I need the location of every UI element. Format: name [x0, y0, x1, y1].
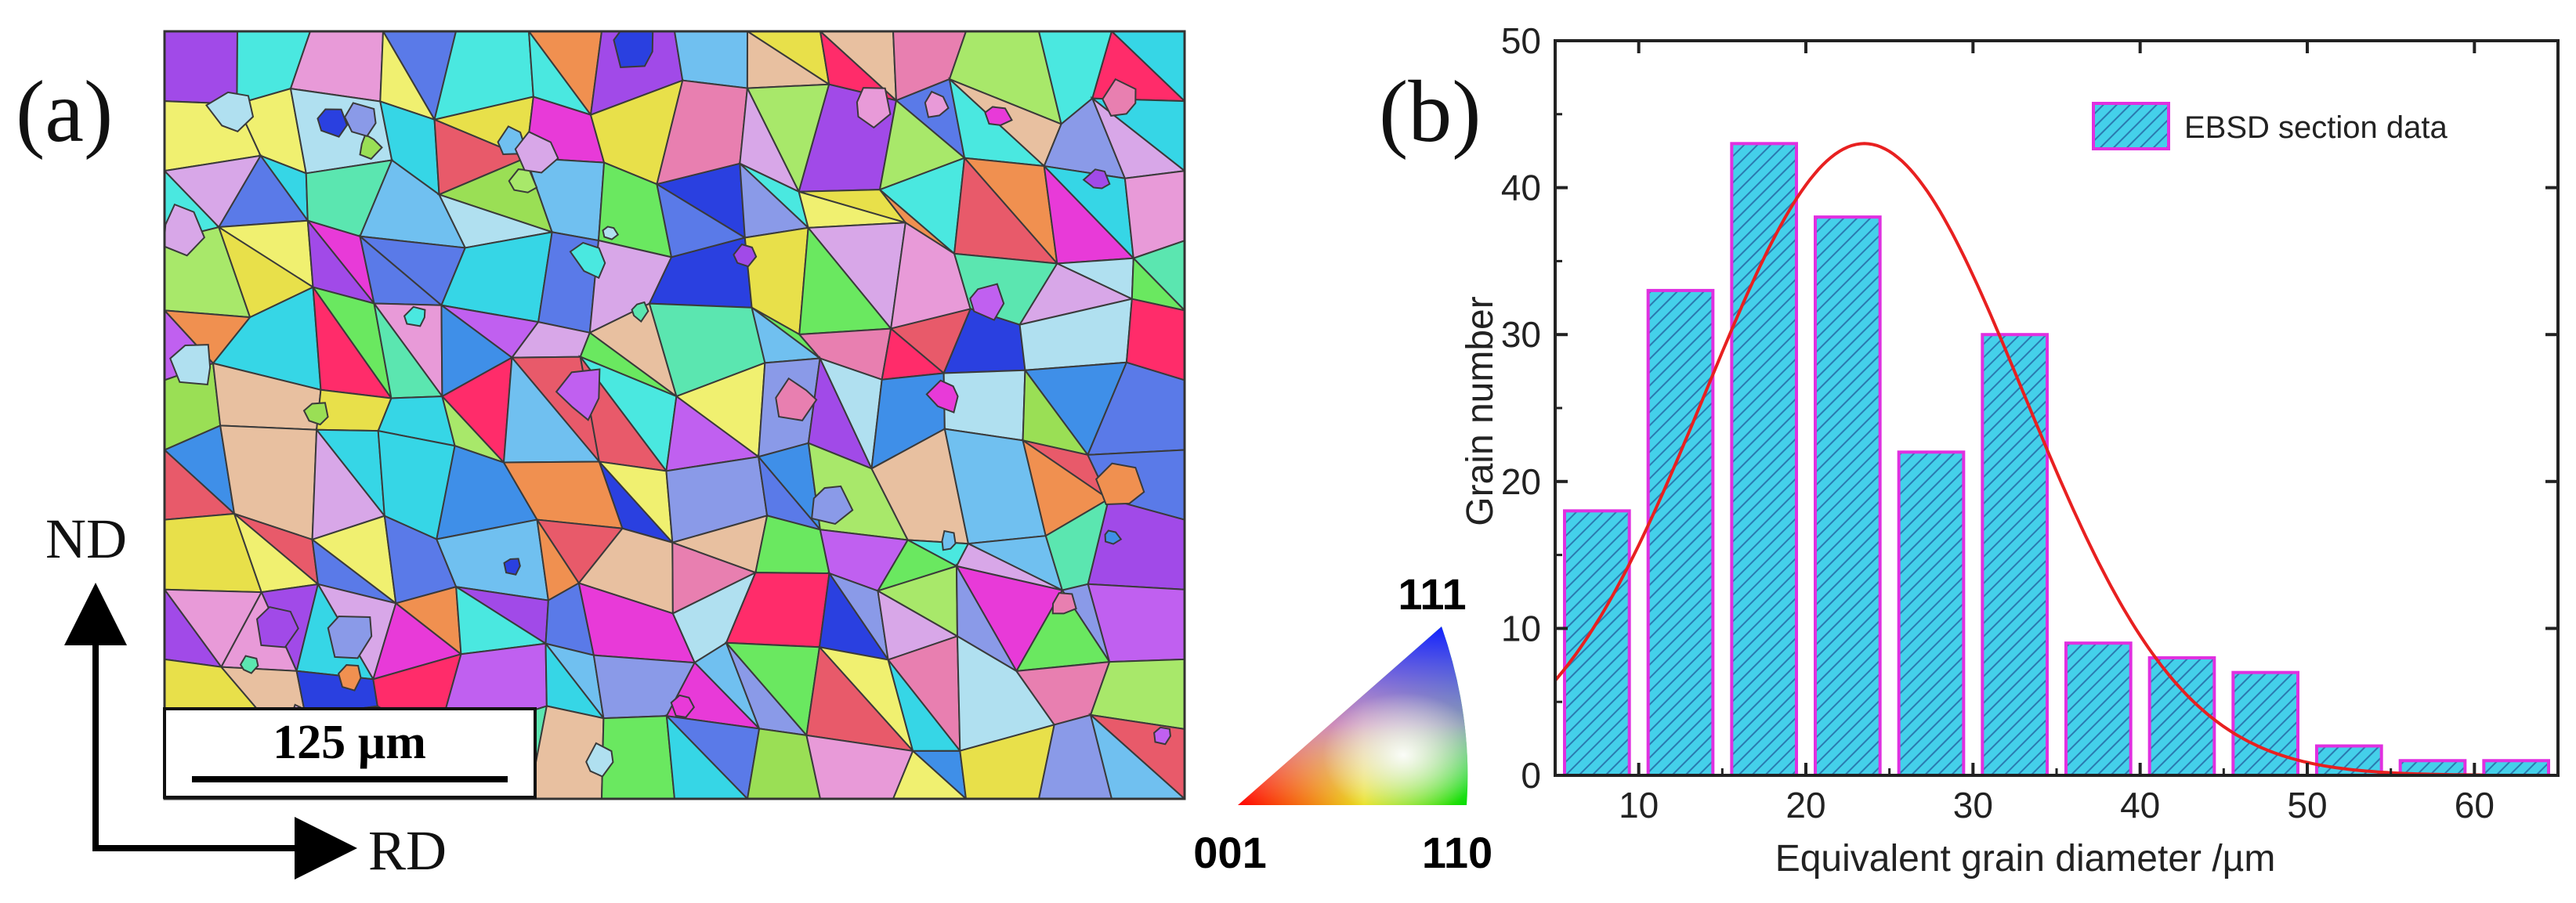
histogram-bar	[2147, 656, 2216, 777]
y-tick-label: 40	[1501, 168, 1541, 208]
ipf-label-001: 001	[1193, 828, 1266, 877]
small-grain	[1051, 592, 1077, 615]
small-grain	[569, 241, 606, 280]
small-grain	[302, 402, 329, 426]
small-grain	[1104, 529, 1123, 545]
grain	[892, 749, 968, 799]
histogram-bar	[1814, 215, 1882, 777]
grain-size-histogram: 0 10 20 30 40 50 10 20 30 40 50 60	[1501, 20, 2560, 825]
small-grain	[602, 226, 620, 240]
grain	[1037, 713, 1113, 799]
small-grain	[327, 616, 373, 659]
y-axis-title: Grain number	[1460, 296, 1501, 526]
histogram-bar	[1897, 450, 1966, 778]
small-grain	[1102, 78, 1137, 117]
x-tick-label: 30	[1953, 785, 1993, 825]
small-grain	[969, 283, 1005, 321]
small-grain	[514, 131, 559, 174]
grain	[805, 734, 914, 799]
small-grain	[503, 558, 521, 576]
small-grain	[856, 87, 892, 129]
legend-label: EBSD section data	[2184, 110, 2448, 145]
small-grain	[941, 529, 957, 551]
ipf-label-111: 111	[1398, 569, 1466, 619]
small-grain	[670, 694, 696, 718]
small-grain	[1082, 168, 1111, 190]
sample-axes: ND RD	[45, 507, 447, 882]
histogram-bar	[1646, 288, 1715, 778]
small-grain	[359, 133, 383, 161]
histogram-bar	[1563, 509, 1631, 777]
ebsd-grain-map	[165, 31, 1185, 799]
x-tick-label: 60	[2455, 785, 2495, 825]
histogram-bar	[1730, 142, 1798, 777]
small-grain	[403, 305, 426, 327]
x-tick-label: 20	[1785, 785, 1825, 825]
histogram-bar	[2482, 759, 2550, 777]
gaussian-fit-curve	[1554, 142, 2484, 777]
small-grain	[585, 742, 614, 778]
small-grain	[925, 379, 959, 414]
small-grain	[317, 108, 349, 138]
y-tick-label: 10	[1501, 608, 1541, 648]
panel-a-label: (a)	[16, 63, 113, 161]
small-grain	[555, 368, 601, 421]
small-grain	[1095, 462, 1145, 505]
grain	[665, 713, 749, 799]
grain	[1089, 658, 1185, 730]
x-tick-label: 10	[1619, 785, 1659, 825]
grain	[1086, 361, 1185, 456]
legend-swatch	[2092, 102, 2170, 150]
grain	[673, 31, 749, 89]
grain	[1089, 712, 1185, 799]
small-grain	[733, 243, 758, 268]
grain	[959, 724, 1056, 799]
y-tick-label: 0	[1521, 755, 1541, 796]
y-tick-label: 30	[1501, 314, 1541, 355]
y-tick-label: 50	[1501, 20, 1541, 61]
legend: EBSD section data	[2092, 102, 2448, 150]
rd-axis-label: RD	[368, 819, 447, 882]
nd-axis-label: ND	[45, 507, 127, 570]
ipf-label-110: 110	[1422, 828, 1492, 877]
small-grain	[924, 90, 950, 118]
small-grain	[337, 664, 362, 692]
grain	[1125, 298, 1185, 381]
y-tick-label: 20	[1501, 461, 1541, 502]
small-grain	[204, 91, 255, 132]
panel-b-label: (b)	[1379, 63, 1482, 161]
grain	[746, 728, 822, 799]
small-grain	[984, 106, 1013, 126]
small-grain	[811, 485, 854, 526]
x-tick-label: 50	[2287, 785, 2327, 825]
scale-bar: 125 µm	[163, 707, 537, 799]
small-grain	[169, 344, 212, 386]
x-axis-title: Equivalent grain diameter /µm	[1775, 838, 2276, 880]
small-grain	[631, 301, 649, 323]
small-grain	[239, 655, 259, 674]
histogram-bar	[1981, 333, 2049, 777]
ipf-color-key	[1238, 627, 1468, 805]
small-grain	[1153, 726, 1171, 746]
small-grain	[255, 605, 299, 648]
small-grain	[613, 31, 654, 68]
ebsd-map-border	[163, 30, 1186, 800]
grain	[1087, 583, 1185, 663]
histogram-bar	[2064, 641, 2133, 777]
small-grain	[775, 377, 818, 421]
grain	[1123, 170, 1185, 260]
grain	[1087, 497, 1185, 591]
x-tick-label: 40	[2120, 785, 2160, 825]
scale-bar-label: 125 µm	[273, 716, 426, 769]
histogram-bar	[2231, 670, 2299, 777]
